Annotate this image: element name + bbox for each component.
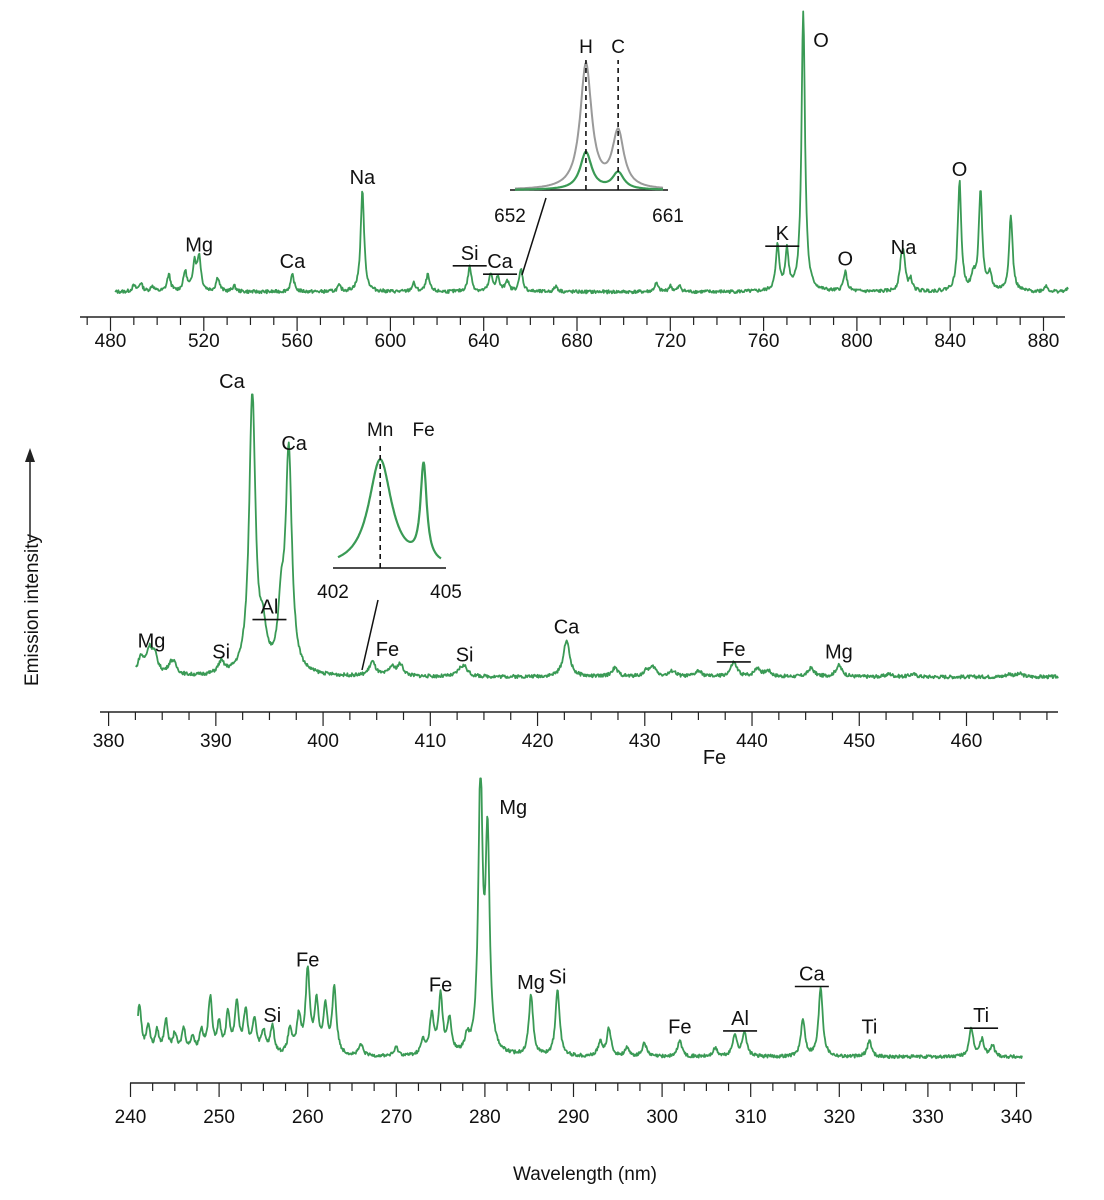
peak-label: O (813, 30, 829, 52)
inset-line-label: H (579, 37, 593, 58)
inset-pointer-line (361, 599, 379, 671)
x-tick-label: 260 (292, 1107, 324, 1128)
peak-label: Ca (280, 251, 306, 273)
peak-label: Al (261, 597, 279, 619)
peak-label: Ca (487, 251, 513, 273)
below-axis-peak-label: Fe (703, 747, 726, 769)
spectrum-trace (135, 393, 1059, 680)
inset-peak-label: Fe (413, 420, 435, 441)
x-tick-label: 250 (203, 1107, 235, 1128)
x-tick-label: 520 (188, 331, 220, 352)
x-tick-label: 480 (95, 331, 127, 352)
inset-panel-top: H C 652 661 (494, 37, 684, 276)
y-axis-title-group: Emission intensity (22, 448, 43, 686)
x-tick-label: 300 (646, 1107, 678, 1128)
spectrum-panels: 480 520 560 600 640 680 720 760 800 840 880 Mg Ca Na S… (80, 10, 1069, 1128)
inset-tick-label: 661 (652, 206, 684, 227)
peak-label: O (837, 248, 853, 270)
peak-label: Fe (376, 639, 399, 661)
spectrum-trace (137, 777, 1023, 1060)
peak-label: Mg (825, 642, 853, 664)
x-tick-label: 310 (735, 1107, 767, 1128)
peak-label: O (952, 159, 968, 181)
peak-label: Ca (281, 433, 307, 455)
x-tick-label: 450 (843, 731, 875, 752)
y-axis-title: Emission intensity (22, 533, 43, 686)
x-tick-label: 280 (469, 1107, 501, 1128)
y-axis-title-arrowhead (25, 448, 35, 462)
peak-label: Si (549, 966, 567, 988)
peak-label: Mg (517, 972, 545, 994)
x-axis-title: Wavelength (nm) (513, 1164, 657, 1185)
x-tick-label: 600 (375, 331, 407, 352)
inset-curve (337, 458, 442, 560)
peak-label: Na (891, 237, 917, 259)
x-tick-label: 340 (1001, 1107, 1033, 1128)
x-tick-label: 430 (629, 731, 661, 752)
x-tick-label: 880 (1028, 331, 1060, 352)
peak-label: Al (731, 1008, 749, 1030)
x-tick-label: 290 (558, 1107, 590, 1128)
x-tick-label: 270 (380, 1107, 412, 1128)
peak-label: Mg (185, 234, 213, 256)
peak-label: Ca (799, 964, 825, 986)
panel-middle: 380 390 400 410 420 430 440 450 460 Mg Si Ca Al Ca Fe S… (93, 371, 1059, 769)
peak-label: Si (461, 243, 479, 265)
inset-tick-label: 402 (317, 582, 349, 603)
peak-label: Mg (499, 797, 527, 819)
inset-tick-label: 405 (430, 582, 462, 603)
inset-pointer-line (521, 197, 547, 276)
x-tick-label: 320 (823, 1107, 855, 1128)
x-tick-label: 390 (200, 731, 232, 752)
x-tick-label: 720 (654, 331, 686, 352)
x-tick-label: 330 (912, 1107, 944, 1128)
panel-bottom: 240 250 260 270 280 290 300 310 320 330 340 Si Fe Fe M… (115, 777, 1033, 1128)
peak-label: Fe (722, 639, 745, 661)
x-tick-label: 560 (281, 331, 313, 352)
x-tick-label: 640 (468, 331, 500, 352)
inset-tick-label: 652 (494, 206, 526, 227)
x-tick-label: 440 (736, 731, 768, 752)
x-tick-label: 800 (841, 331, 873, 352)
x-tick-label: 380 (93, 731, 125, 752)
inset-panel-middle: Mn Fe 402 405 (317, 420, 462, 671)
peak-label: Ti (861, 1016, 877, 1038)
peak-label: Mg (138, 630, 166, 652)
inset-curve (515, 150, 663, 191)
peak-label: Fe (296, 950, 319, 972)
x-tick-label: 680 (561, 331, 593, 352)
peak-label: Ti (973, 1005, 989, 1027)
peak-label: K (776, 223, 790, 245)
peak-label: Na (350, 167, 376, 189)
panel-top: 480 520 560 600 640 680 720 760 800 840 880 Mg Ca Na S… (80, 10, 1069, 352)
x-tick-label: 240 (115, 1107, 147, 1128)
peak-label: Si (263, 1005, 281, 1027)
peak-label: Ca (219, 371, 245, 393)
x-tick-label: 840 (934, 331, 966, 352)
peak-label: Si (456, 645, 474, 667)
inset-line-label: C (611, 37, 625, 58)
x-tick-label: 460 (951, 731, 983, 752)
x-tick-label: 760 (748, 331, 780, 352)
x-tick-label: 400 (307, 731, 339, 752)
inset-curve (514, 60, 664, 190)
peak-label: Fe (429, 975, 452, 997)
peak-label: Si (212, 642, 230, 664)
x-tick-label: 420 (522, 731, 554, 752)
spectrum-trace (114, 10, 1069, 295)
inset-line-label: Mn (367, 420, 393, 441)
x-tick-label: 410 (414, 731, 446, 752)
peak-label: Ca (554, 616, 580, 638)
peak-label: Fe (668, 1016, 691, 1038)
